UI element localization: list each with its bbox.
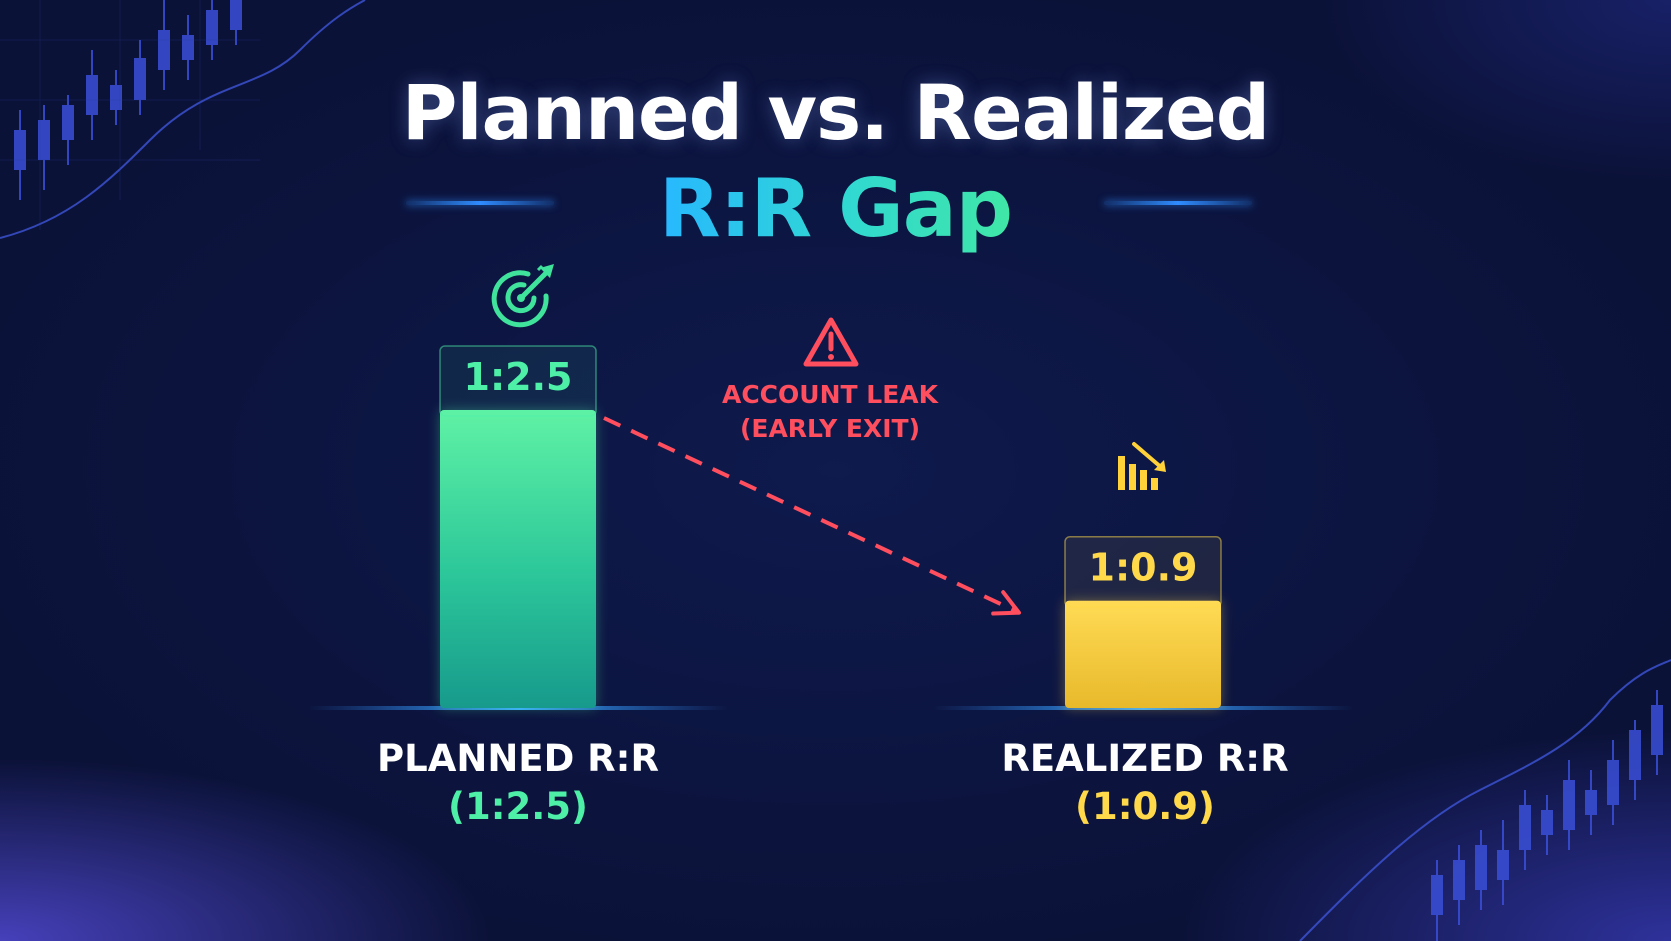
decorative-candle-body bbox=[1519, 805, 1531, 850]
decorative-candle-body bbox=[134, 58, 146, 100]
data-label-box-realized bbox=[1064, 535, 1222, 608]
decorative-candle-body bbox=[1585, 790, 1597, 815]
decorative-candle-body bbox=[1563, 780, 1575, 830]
decorative-grid-left bbox=[0, 0, 260, 230]
target-arrow-icon bbox=[491, 264, 554, 328]
declining-bar-chart-icon bbox=[1118, 442, 1166, 490]
account-leak-arrow bbox=[603, 416, 1016, 613]
data-label-box-planned bbox=[439, 345, 597, 417]
title-rule-right bbox=[1104, 201, 1252, 205]
account-leak-annotation: ACCOUNT LEAK (EARLY EXIT) bbox=[700, 378, 960, 446]
warning-triangle-icon bbox=[803, 317, 859, 367]
decorative-candle-body bbox=[14, 130, 26, 170]
category-label-realized: REALIZED R:R bbox=[1001, 737, 1289, 780]
decorative-candle-body bbox=[206, 10, 218, 45]
decorative-candle-body bbox=[110, 85, 122, 110]
decorative-candle-body bbox=[1431, 875, 1443, 915]
chart-title-line1: Planned vs. Realized bbox=[401, 68, 1270, 157]
decorative-candle-body bbox=[182, 35, 194, 60]
decorative-candlesticks-left bbox=[14, 0, 242, 200]
account-leak-arrowhead bbox=[991, 590, 1021, 616]
title-rule-left bbox=[406, 201, 554, 205]
decorative-candle-body bbox=[1541, 810, 1553, 835]
data-label-planned: 1:2.5 bbox=[464, 355, 573, 399]
decorative-curve-right bbox=[1299, 659, 1671, 941]
decorative-candle-body bbox=[1629, 730, 1641, 780]
decorative-candle-body bbox=[1453, 860, 1465, 900]
decorative-candle-body bbox=[1607, 760, 1619, 805]
account-leak-line2: (EARLY EXIT) bbox=[739, 414, 921, 443]
decorative-candle-body bbox=[62, 105, 74, 140]
category-sublabel-realized: (1:0.9) bbox=[1075, 785, 1215, 828]
decorative-candle-body bbox=[158, 30, 170, 70]
chart-title-line2: R:R Gap bbox=[0, 162, 1671, 255]
decorative-candle-body bbox=[1651, 705, 1663, 755]
decorative-curve-left bbox=[0, 0, 366, 239]
account-leak-line1: ACCOUNT LEAK bbox=[721, 380, 938, 409]
bar-realized bbox=[1065, 600, 1221, 708]
chart-title-highlight: R:R Gap bbox=[659, 162, 1013, 255]
bar-planned bbox=[440, 410, 596, 708]
decorative-candle-body bbox=[1497, 850, 1509, 880]
category-sublabel-planned: (1:2.5) bbox=[448, 785, 588, 828]
decorative-candlesticks-right bbox=[1431, 690, 1663, 941]
data-label-realized: 1:0.9 bbox=[1089, 546, 1198, 590]
decorative-candle-body bbox=[230, 0, 242, 30]
decorative-candle-body bbox=[86, 75, 98, 115]
decorative-candle-body bbox=[38, 120, 50, 160]
decorative-candle-body bbox=[1475, 845, 1487, 890]
category-label-planned: PLANNED R:R bbox=[377, 737, 659, 780]
